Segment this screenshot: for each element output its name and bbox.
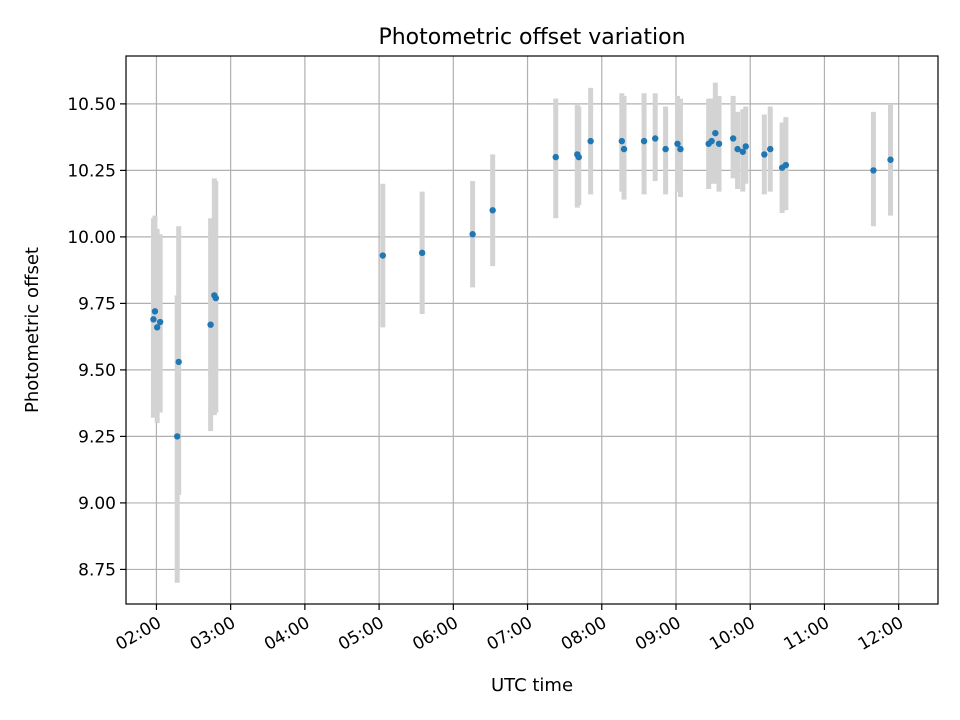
data-point	[552, 153, 559, 161]
data-point	[734, 145, 741, 153]
data-point	[708, 137, 715, 145]
y-tick-label: 10.25	[67, 161, 116, 181]
data-point	[887, 156, 894, 163]
x-tick-label: 03:00	[187, 613, 239, 655]
x-tick-label: 10:00	[706, 613, 758, 655]
y-tick-label: 9.25	[78, 427, 116, 447]
data-point	[151, 308, 159, 315]
data-point	[674, 140, 681, 147]
data-point	[153, 324, 161, 331]
y-tick-label: 10.00	[67, 228, 116, 248]
x-tick-label: 02:00	[112, 613, 164, 655]
x-tick-label: 04:00	[261, 613, 313, 655]
data-point	[761, 151, 768, 158]
x-tick-label: 09:00	[632, 613, 684, 655]
chart-title: Photometric offset variation	[378, 25, 685, 50]
error-bars	[150, 82, 893, 583]
data-point	[712, 129, 719, 137]
data-point	[729, 135, 737, 142]
y-axis-ticks: 8.75 9.00 9.25 9.50 9.75 10.00 10.25 10.50	[67, 95, 126, 580]
plot-frame	[125, 55, 939, 605]
data-point	[174, 433, 181, 440]
data-point	[150, 316, 157, 323]
data-point	[575, 153, 582, 161]
data-point	[418, 249, 426, 257]
data-point	[739, 148, 746, 155]
y-tick-label: 9.75	[78, 294, 116, 314]
data-points	[150, 129, 894, 440]
grid	[126, 56, 938, 604]
y-tick-label: 9.00	[78, 494, 116, 514]
x-tick-label: 06:00	[409, 613, 461, 655]
data-point	[767, 145, 774, 153]
y-tick-label: 8.75	[78, 560, 116, 580]
y-axis-label: Photometric offset	[22, 247, 43, 413]
data-point	[212, 294, 220, 302]
data-point	[156, 318, 164, 326]
data-point	[207, 321, 214, 328]
data-point	[175, 358, 182, 366]
data-point	[379, 252, 387, 259]
y-tick-label: 9.50	[78, 361, 116, 381]
data-point	[677, 145, 684, 153]
data-point	[652, 135, 659, 142]
x-tick-label: 11:00	[781, 613, 833, 655]
data-point	[618, 137, 626, 145]
data-point	[715, 140, 723, 147]
x-tick-label: 07:00	[484, 613, 536, 655]
data-point	[640, 137, 648, 145]
data-point	[742, 143, 749, 150]
x-axis-label: UTC time	[491, 675, 573, 696]
x-axis-ticks: 02:00 03:00 04:00 05:00 06:00 07:00 08:00 09:00…	[112, 604, 907, 655]
data-point	[587, 137, 594, 145]
data-point	[870, 167, 877, 174]
data-point	[489, 207, 496, 214]
data-point	[469, 231, 476, 238]
data-point	[662, 145, 669, 153]
x-tick-label: 08:00	[558, 613, 610, 655]
x-tick-label: 12:00	[855, 613, 907, 655]
data-point	[620, 145, 628, 153]
y-tick-label: 10.50	[67, 95, 116, 115]
x-tick-label: 05:00	[335, 613, 387, 655]
data-point	[782, 161, 790, 169]
